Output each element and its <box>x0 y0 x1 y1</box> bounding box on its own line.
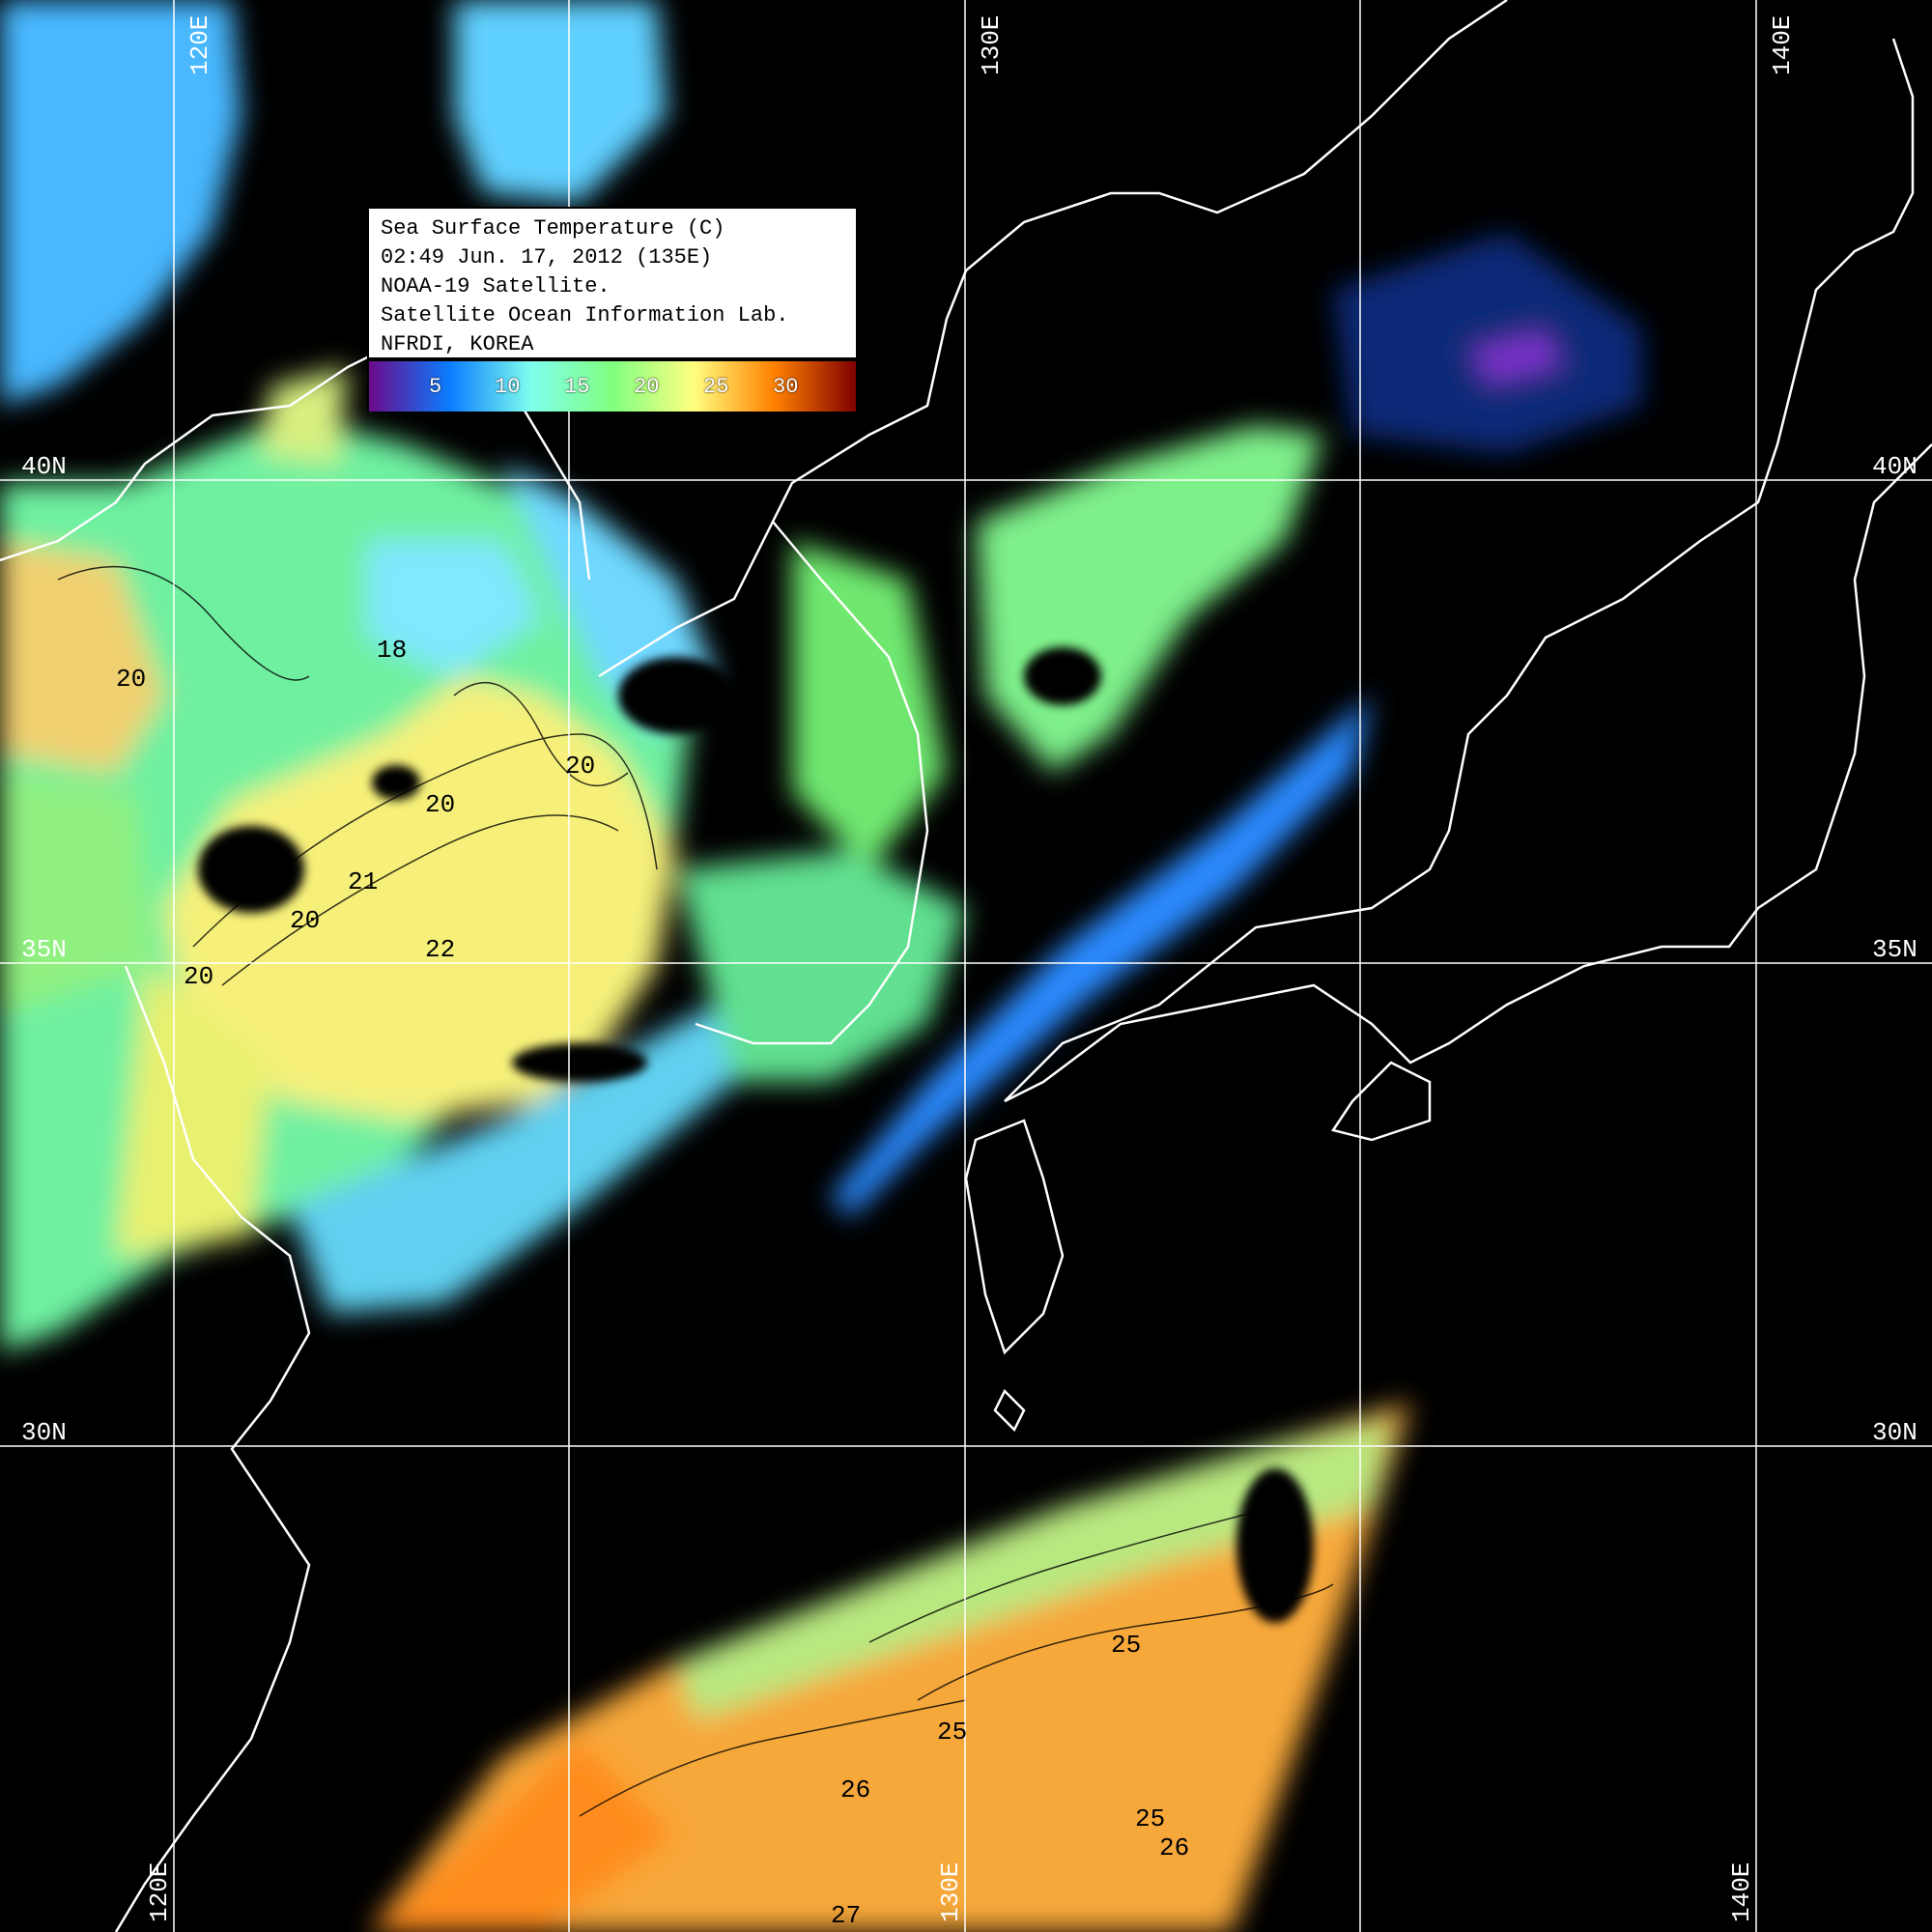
coastline-kyushu <box>964 1119 1065 1355</box>
contour-label: 20 <box>425 790 455 819</box>
legend-org: NFRDI, KOREA <box>381 332 534 356</box>
lon-label-bottom-130e: 130E <box>936 1861 965 1922</box>
legend-lab: Satellite Ocean Information Lab. <box>381 303 789 327</box>
lat-label-right-35n: 35N <box>1872 935 1918 964</box>
colorbar-tick: 5 <box>429 375 442 399</box>
contour-label: 20 <box>565 752 595 781</box>
contour-label: 27 <box>831 1901 861 1930</box>
contour-label: 20 <box>290 906 320 935</box>
legend-datetime: 02:49 Jun. 17, 2012 (135E) <box>381 245 713 270</box>
contour-label: 25 <box>937 1718 967 1747</box>
coastline-china-east <box>114 965 311 1932</box>
colorbar-tick: 15 <box>564 375 590 399</box>
coastline-shikoku <box>1330 1061 1432 1142</box>
legend-satellite: NOAA-19 Satellite. <box>381 274 611 298</box>
coastline-honshu <box>1004 38 1915 1102</box>
contour-label: 26 <box>1159 1833 1189 1862</box>
sst-patch-yellow-sea <box>164 676 676 1121</box>
legend-title: Sea Surface Temperature (C) <box>381 216 725 241</box>
map-legend: Sea Surface Temperature (C) 02:49 Jun. 1… <box>367 207 858 412</box>
lat-label-right-40n: 40N <box>1872 452 1918 481</box>
colorbar-tick: 10 <box>495 375 521 399</box>
coastline-china-north <box>0 336 591 581</box>
contour-label: 25 <box>1111 1631 1141 1660</box>
colorbar-tick: 25 <box>703 375 729 399</box>
lon-label-top-120e: 120E <box>185 14 214 75</box>
contour-label: 22 <box>425 935 455 964</box>
contour-label: 26 <box>840 1776 870 1804</box>
contour-label: 20 <box>184 962 213 991</box>
lat-label-right-30n: 30N <box>1872 1418 1918 1447</box>
contour-label: 18 <box>377 636 407 665</box>
lat-label-left-35n: 35N <box>21 935 67 964</box>
colorbar: 5 10 15 20 25 30 <box>369 361 856 412</box>
lon-label-top-130e: 130E <box>977 14 1006 75</box>
sst-patch-east-sea <box>976 425 1323 773</box>
sst-contours <box>57 565 1334 1817</box>
colorbar-tick: 20 <box>634 375 660 399</box>
colorbar-tick: 30 <box>773 375 799 399</box>
lon-label-bottom-140e: 140E <box>1727 1861 1756 1922</box>
lat-label-left-40n: 40N <box>21 452 67 481</box>
sst-patch-northwest <box>0 0 242 406</box>
legend-info-box: Sea Surface Temperature (C) 02:49 Jun. 1… <box>369 209 856 357</box>
sst-patch-blue-streak <box>831 696 1372 1217</box>
lon-label-bottom-120e: 120E <box>145 1861 174 1922</box>
contour-label: 21 <box>348 867 378 896</box>
lon-label-top-140e: 140E <box>1768 14 1797 75</box>
lat-label-left-30n: 30N <box>21 1418 67 1447</box>
contour-label: 20 <box>116 665 146 694</box>
contour-labels: 20 20 20 20 20 18 21 22 25 25 25 26 26 2… <box>116 636 1189 1930</box>
coastline-korea <box>598 0 1508 678</box>
contour-label: 25 <box>1135 1804 1165 1833</box>
